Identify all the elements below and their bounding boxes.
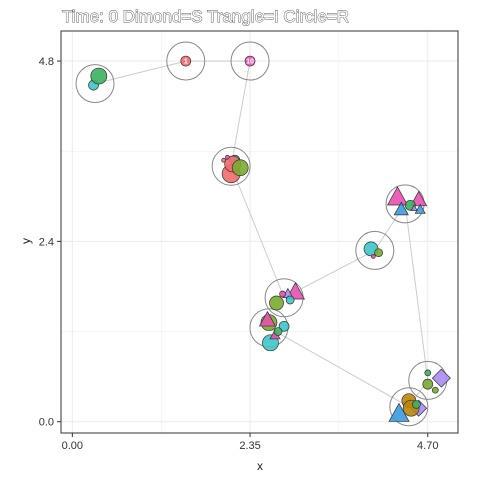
node-ring <box>355 230 395 270</box>
marker-circle <box>273 327 283 336</box>
node-label: 10 <box>246 59 254 66</box>
y-tick-label: 0.0 <box>39 417 54 429</box>
marker-circle <box>90 67 108 85</box>
marker-circle <box>231 159 249 177</box>
marker-circle <box>279 290 286 298</box>
marker-diamond <box>431 368 451 388</box>
y-tick-label: 2.4 <box>39 236 54 248</box>
marker-triangle <box>414 203 426 214</box>
path-line <box>94 60 429 408</box>
marker-circle <box>431 386 439 394</box>
x-axis-ticks: 0.00 2.35 4.70 <box>62 433 438 452</box>
marker-triangle <box>258 310 277 327</box>
y-axis-ticks: 0.0 2.4 4.8 <box>39 56 61 429</box>
marker-circle <box>244 55 256 67</box>
marker-circle <box>278 320 290 332</box>
node-rings <box>75 41 448 427</box>
node-ring <box>75 64 115 104</box>
x-tick-label: 0.00 <box>62 440 83 452</box>
marker-circle <box>225 154 230 160</box>
marker-circle <box>370 254 376 259</box>
node-ring <box>166 41 206 81</box>
path-lines <box>94 60 429 408</box>
marker-circle <box>285 295 295 305</box>
node-ring <box>230 41 270 81</box>
marker-circle <box>412 400 421 409</box>
marker-circle <box>424 369 432 377</box>
marker-circle <box>221 157 226 163</box>
marker-circle <box>422 378 434 390</box>
data-markers: 1 10 <box>88 55 451 422</box>
node-label: 1 <box>184 59 188 66</box>
plot-panel <box>60 30 459 434</box>
marker-triangle <box>410 204 418 211</box>
marker-circle <box>374 248 383 258</box>
marker-circle <box>180 55 192 67</box>
chart-title: Time: 0 Dimond=S Trangle=I Circle=R <box>62 7 349 26</box>
x-tick-label: 2.35 <box>239 440 260 452</box>
marker-circle <box>269 295 284 311</box>
x-tick-label: 4.70 <box>417 440 438 452</box>
marker-triangle <box>386 186 409 206</box>
x-axis-title: x <box>257 459 263 473</box>
node-ring <box>211 146 251 186</box>
node-ring <box>389 387 429 427</box>
grid-lines <box>61 31 458 433</box>
marker-triangle <box>393 201 409 216</box>
y-tick-label: 4.8 <box>39 56 54 68</box>
y-axis-title: y <box>19 238 33 244</box>
